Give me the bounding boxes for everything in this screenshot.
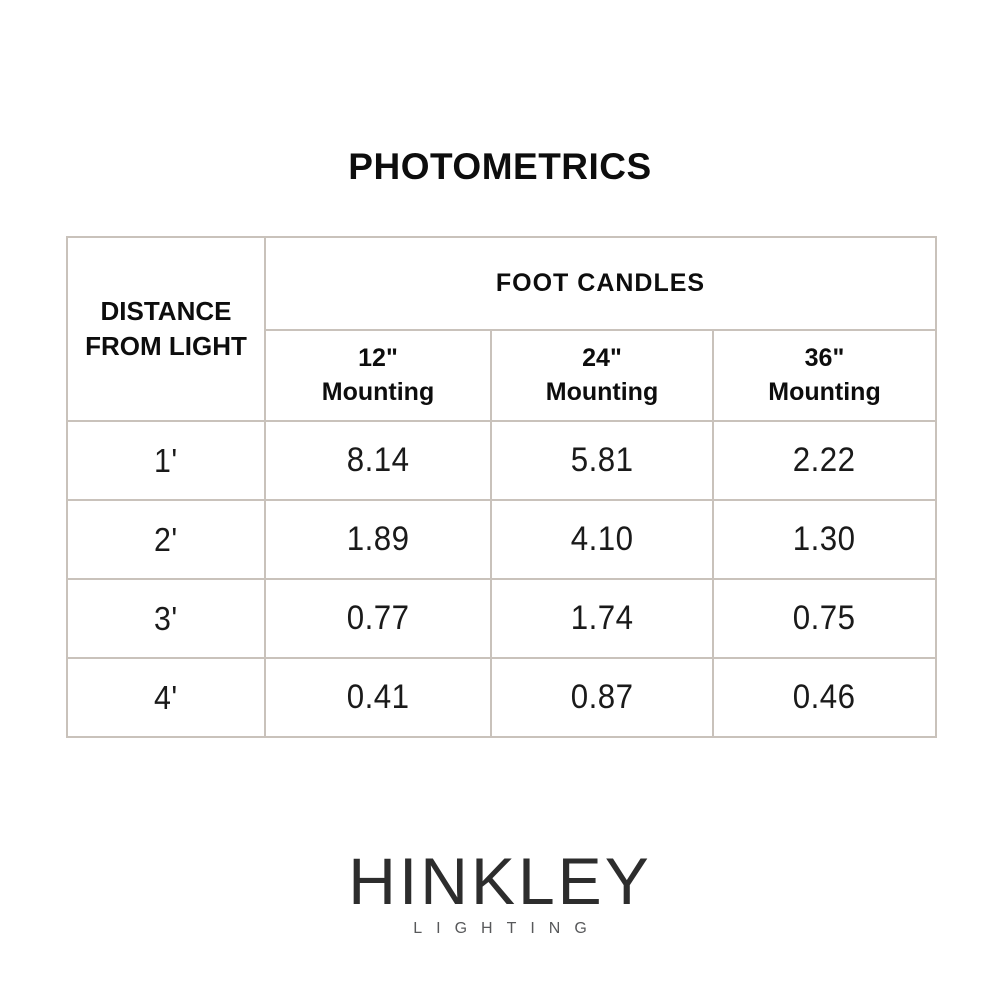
distance-value: 4'	[154, 678, 178, 716]
brand-logo: HINKLEY LIGHTING	[0, 848, 1000, 938]
distance-value: 3'	[154, 599, 178, 637]
value-cell: 1.74	[490, 578, 714, 659]
value-cell: 4.10	[490, 499, 714, 580]
footcandle-value: 1.74	[570, 599, 634, 637]
distance-cell: 4'	[66, 657, 266, 738]
brand-name: HINKLEY	[348, 844, 652, 918]
value-cell: 1.30	[712, 499, 937, 580]
column-header-36-size: 36"	[804, 343, 845, 372]
footcandle-value: 0.41	[346, 678, 410, 716]
column-header-24: 24" Mounting	[490, 329, 714, 422]
footcandle-value: 0.87	[570, 678, 634, 716]
table-row: 3' 0.77 1.74 0.75	[66, 578, 937, 659]
column-header-row: 12" Mounting 24" Mounting 36" Mounting	[67, 329, 937, 422]
value-cell: 8.14	[264, 420, 492, 501]
value-cell: 0.75	[712, 578, 937, 659]
table-row: 2' 1.89 4.10 1.30	[66, 499, 937, 580]
distance-value: 1'	[154, 441, 178, 479]
column-header-24-size: 24"	[582, 343, 622, 372]
group-header-row: DISTANCE FROM LIGHT FOOT CANDLES	[66, 236, 937, 422]
footcandle-value: 5.81	[570, 441, 634, 479]
footcandle-value: 0.75	[793, 599, 856, 637]
distance-cell: 2'	[66, 499, 266, 580]
value-cell: 1.89	[264, 499, 492, 580]
corner-header-line2: FROM LIGHT	[85, 331, 247, 361]
value-cell: 2.22	[712, 420, 937, 501]
corner-header-line1: DISTANCE	[100, 295, 232, 326]
table-row: 4' 0.41 0.87 0.46	[66, 657, 937, 738]
footcandle-value: 0.46	[793, 678, 856, 716]
photometrics-table: DISTANCE FROM LIGHT FOOT CANDLES 12" Mou…	[66, 236, 937, 738]
footcandle-value: 1.89	[346, 520, 410, 558]
column-header-12: 12" Mounting	[264, 329, 492, 422]
column-header-12-label: Mounting	[321, 377, 435, 406]
footcandle-value: 0.77	[346, 599, 410, 637]
footcandle-value: 1.30	[793, 520, 856, 558]
distance-cell: 1'	[66, 420, 266, 501]
page-title: PHOTOMETRICS	[348, 146, 652, 187]
value-cell: 5.81	[490, 420, 714, 501]
value-cell: 0.77	[264, 578, 492, 659]
value-cell: 0.46	[712, 657, 937, 738]
footcandle-value: 4.10	[570, 520, 634, 558]
corner-header-cell: DISTANCE FROM LIGHT	[66, 236, 266, 422]
distance-cell: 3'	[66, 578, 266, 659]
footcandle-value: 2.22	[793, 441, 856, 479]
value-cell: 0.87	[490, 657, 714, 738]
brand-subtitle: LIGHTING	[413, 920, 601, 937]
value-cell: 0.41	[264, 657, 492, 738]
column-header-12-size: 12"	[358, 343, 398, 372]
column-header-36: 36" Mounting	[712, 329, 937, 422]
group-header-cell: FOOT CANDLES	[264, 236, 937, 331]
table-row: 1' 8.14 5.81 2.22	[66, 420, 937, 501]
column-header-24-label: Mounting	[545, 377, 659, 406]
column-header-36-label: Mounting	[768, 377, 881, 406]
footcandle-value: 8.14	[346, 441, 410, 479]
distance-value: 2'	[154, 520, 178, 558]
